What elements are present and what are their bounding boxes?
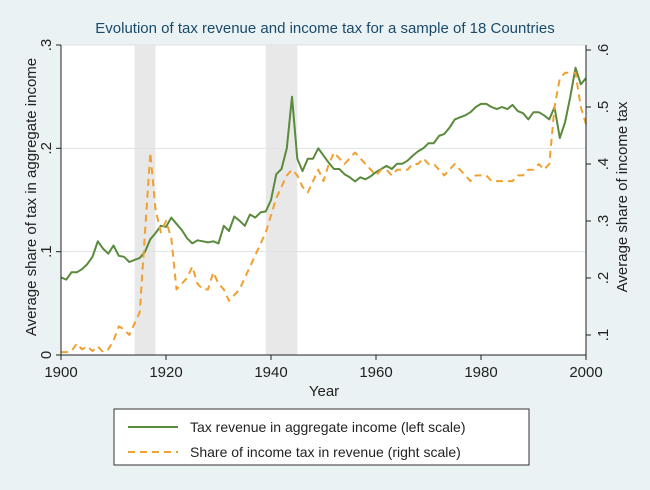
series-line-2 — [61, 71, 587, 354]
x-tick-label: 1980 — [464, 364, 497, 381]
y-tick-label-right: .5 — [595, 101, 612, 114]
y-tick-label-left: .2 — [38, 142, 55, 155]
y-tick-label-right: .1 — [595, 329, 612, 342]
y-tick-label-left: 0 — [38, 351, 55, 359]
legend-box — [113, 408, 530, 466]
y-tick-label-right: .2 — [595, 272, 612, 285]
y-tick-label-right: .3 — [595, 215, 612, 228]
x-axis-label: Year — [309, 383, 339, 400]
chart-title: Evolution of tax revenue and income tax … — [95, 20, 554, 37]
x-tick-label: 1900 — [44, 364, 77, 381]
x-tick-label: 1920 — [149, 364, 182, 381]
tick-labels: 1900 1920 1940 1960 1980 2000 .3 .2 .1 0 .6 .5 .4 .3.… — [38, 39, 612, 381]
x-tick-label: 2000 — [569, 364, 602, 381]
y-tick-label-left: .3 — [38, 39, 55, 52]
series-line-1 — [60, 66, 587, 281]
shaded-period-1 — [134, 45, 156, 355]
y-axis-label-left: Average share of tax in aggregate income — [23, 58, 40, 336]
series-lines — [60, 66, 587, 354]
y-tick-label-left: .1 — [38, 245, 55, 258]
legend-label-series-2: Share of income tax in revenue (right sc… — [190, 444, 461, 460]
y-axis-label-right: Average share of income tax — [614, 101, 631, 292]
x-tick-label: 1940 — [254, 364, 287, 381]
axes — [56, 44, 591, 360]
y-tick-label-right: .4 — [595, 158, 612, 171]
legend-label-series-1: Tax revenue in aggregate income (left sc… — [190, 419, 465, 435]
x-tick-label: 1960 — [359, 364, 392, 381]
gridlines — [61, 44, 586, 253]
y-tick-label-right: .6 — [595, 44, 612, 57]
